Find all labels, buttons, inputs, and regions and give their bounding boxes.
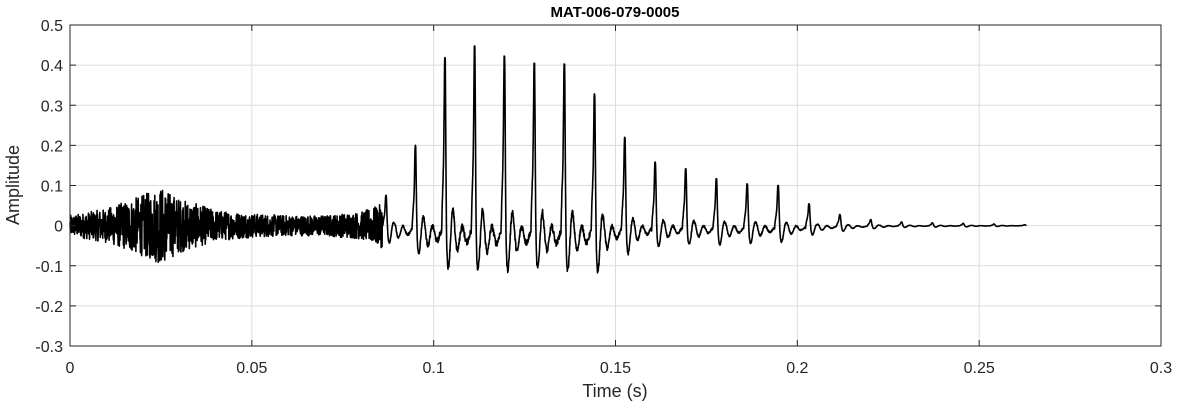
y-tick-label: 0.5 (41, 18, 63, 35)
x-tick-label: 0 (66, 360, 75, 377)
y-tick-label: 0.2 (41, 138, 63, 155)
y-tick-label: 0.1 (41, 179, 63, 196)
y-tick-label: 0.3 (41, 98, 63, 115)
y-tick-label: -0.3 (35, 339, 63, 356)
y-axis-title: Amplitude (3, 145, 23, 225)
x-tick-label: 0.25 (964, 360, 995, 377)
y-tick-labels: -0.3 -0.2 -0.1 0 0.1 0.2 0.3 0.4 0.5 (35, 18, 63, 356)
plot-area (69, 24, 1162, 347)
x-tick-label: 0.1 (423, 360, 445, 377)
waveform-layer (69, 45, 1028, 274)
x-tick-label: 0.2 (786, 360, 808, 377)
x-tick-label: 0.05 (236, 360, 267, 377)
y-tick-label: -0.1 (35, 259, 63, 276)
y-tick-label: 0.4 (41, 58, 63, 75)
x-tick-label: 0.15 (600, 360, 631, 377)
x-tick-labels: 0 0.05 0.1 0.15 0.2 0.25 0.3 (66, 360, 1173, 377)
waveform-series-line (69, 45, 1028, 274)
x-tick-label: 0.3 (1150, 360, 1172, 377)
y-tick-label: -0.2 (35, 299, 63, 316)
x-axis-title: Time (s) (582, 381, 647, 401)
y-tick-label: 0 (54, 219, 63, 236)
chart-title: MAT-006-079-0005 (551, 4, 680, 21)
tick-marks (69, 24, 1162, 347)
